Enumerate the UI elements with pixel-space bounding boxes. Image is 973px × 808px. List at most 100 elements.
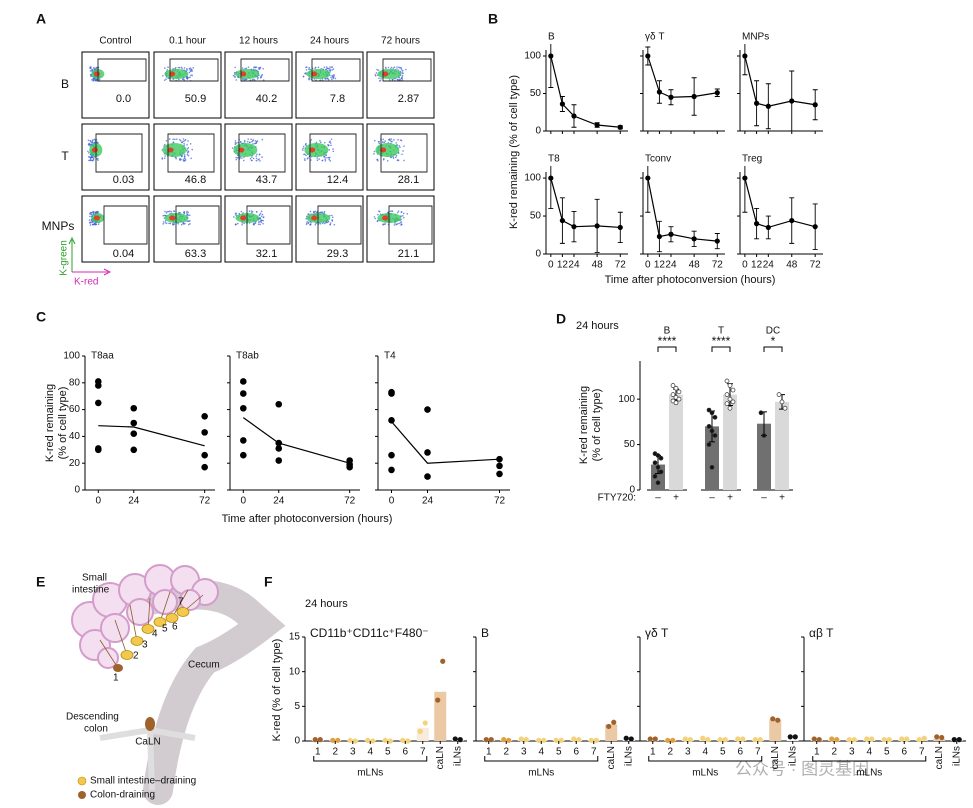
point: [761, 433, 767, 438]
panel-letter: C: [36, 309, 46, 325]
flow-plot: [153, 123, 222, 191]
flow-dot: [329, 223, 331, 226]
point: [916, 737, 922, 743]
x-tick-label: 24: [665, 260, 677, 271]
point: [899, 736, 905, 742]
flow-dot: [182, 78, 184, 80]
chart-title: B: [548, 32, 555, 43]
point: [452, 736, 458, 742]
point: [405, 738, 411, 744]
flow-dot: [180, 223, 183, 226]
bar-label: –: [709, 493, 715, 504]
flow-dot: [237, 141, 239, 144]
point: [717, 737, 723, 743]
flow-dot: [185, 212, 188, 214]
flow-dot: [254, 222, 257, 225]
row-label: MNPs: [42, 219, 75, 233]
flow-dot: [324, 222, 326, 225]
y-tick-label: 5: [294, 701, 300, 712]
point: [727, 396, 733, 402]
flow-dot: [259, 212, 262, 215]
point: [665, 737, 671, 743]
flow-density: [311, 215, 318, 221]
group-label: mLNs: [692, 768, 718, 779]
point: [335, 737, 341, 743]
significance: ****: [658, 334, 677, 348]
flow-dot: [243, 79, 246, 81]
flow-dot: [382, 138, 385, 141]
bar-label: +: [673, 493, 679, 504]
point: [881, 737, 887, 743]
flow-dot: [88, 156, 91, 159]
point: [440, 658, 446, 664]
flow-dot: [333, 223, 336, 226]
point: [706, 407, 712, 413]
flow-dot: [241, 67, 244, 69]
x-tick-label: caLN: [770, 746, 781, 769]
point: [765, 224, 771, 231]
flow-dot: [183, 67, 186, 69]
flow-dot: [92, 80, 94, 82]
flow-dot: [89, 211, 92, 214]
flow-dot: [306, 221, 309, 223]
flow-dot: [90, 156, 93, 159]
flow-density: [93, 215, 100, 221]
flow-dot: [320, 211, 323, 214]
flow-dot: [402, 72, 404, 75]
line: [98, 425, 205, 447]
flow-plot: [153, 51, 222, 119]
flow-plot: [224, 195, 293, 263]
flow-dot: [378, 210, 380, 212]
column-header: 72 hours: [381, 36, 420, 47]
chart-title: T8ab: [236, 351, 259, 362]
point: [682, 736, 688, 742]
flow-dot: [186, 148, 189, 150]
x-tick-label: 6: [737, 747, 743, 758]
chart-title: γδ T: [645, 32, 664, 43]
flow-dot: [254, 66, 256, 68]
group-label: T: [718, 326, 724, 337]
flow-dot: [330, 76, 332, 79]
point: [668, 231, 674, 237]
flow-dot: [87, 150, 89, 153]
flow-dot: [168, 222, 170, 225]
point: [536, 737, 542, 743]
flow-dot: [309, 68, 312, 71]
flow-dot: [162, 223, 165, 225]
flow-dot: [233, 216, 235, 218]
flow-dot: [331, 66, 334, 68]
point: [558, 737, 564, 743]
point: [417, 728, 423, 734]
bar: [646, 739, 659, 741]
point: [275, 457, 283, 464]
point: [724, 378, 730, 384]
axis-label: K-green: [59, 240, 70, 276]
x-tick-label: 5: [385, 747, 391, 758]
flow-density: [167, 147, 174, 153]
flow-dot: [377, 213, 379, 216]
y-tick-label: 80: [69, 377, 81, 388]
flow-dot: [316, 157, 319, 159]
point: [851, 737, 857, 743]
flow-dot: [258, 68, 260, 71]
point: [496, 470, 503, 478]
flow-dot: [183, 155, 186, 158]
point: [388, 451, 395, 459]
x-tick-label: 24: [568, 260, 580, 271]
point: [347, 737, 353, 743]
flow-dot: [189, 223, 191, 225]
point: [742, 53, 748, 59]
flow-dot: [255, 155, 258, 157]
flow-dot: [95, 66, 98, 69]
flow-dot: [305, 144, 308, 147]
flow-dot: [262, 219, 264, 222]
flow-dot: [302, 75, 305, 78]
flow-dot: [332, 76, 335, 79]
flow-plot: [366, 123, 435, 191]
point: [658, 469, 664, 475]
y-tick-label: 100: [63, 351, 80, 362]
flow-density: [382, 215, 389, 221]
flow-dot: [258, 153, 261, 156]
x-tick-label: 0: [241, 496, 247, 507]
point: [758, 410, 764, 416]
